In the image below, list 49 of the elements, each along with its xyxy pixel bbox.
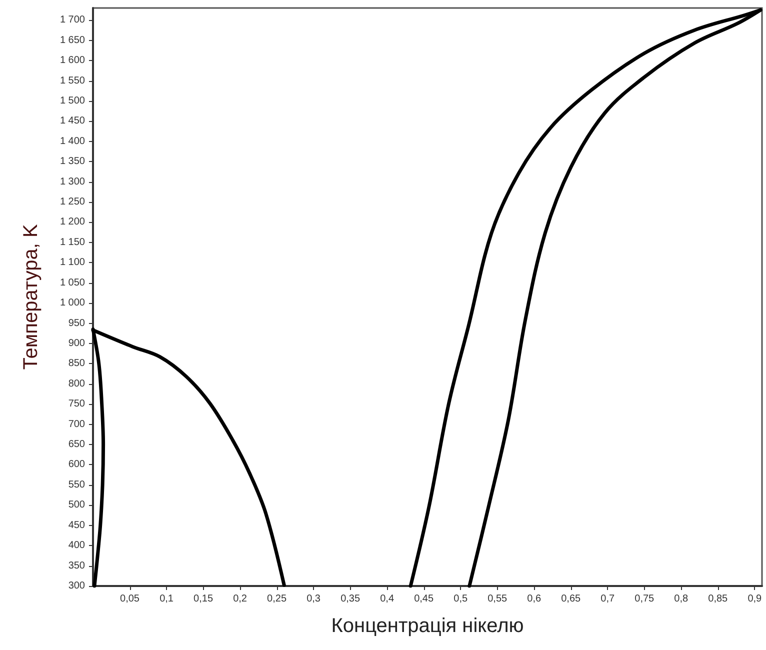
y-tick-label: 500 [68,500,86,511]
y-axis-title: Температура, K [20,224,42,370]
y-tick-label: 800 [68,378,86,390]
y-tick-label: 1 250 [60,196,86,208]
y-tick-label: 600 [68,459,86,470]
x-tick-label: 0,25 [267,594,287,604]
x-tick-label: 0,3 [306,594,321,604]
x-tick-label: 0,75 [634,594,655,604]
x-tick-label: 0,8 [674,594,689,604]
y-tick-label: 1 350 [60,156,86,168]
y-tick-label: 950 [68,318,86,329]
y-tick-label: 700 [68,418,86,430]
x-tick-label: 0,45 [414,594,434,604]
y-tick-label: 1 500 [60,95,86,106]
x-tick-label: 0,5 [454,594,468,604]
y-tick-label: 1 100 [60,257,86,268]
y-tick-label: 1 650 [60,34,86,46]
y-tick-label: 1 000 [60,298,86,309]
y-tick-label: 1 300 [60,176,86,188]
x-tick-label: 0,35 [340,594,360,604]
x-tick-label: 0,1 [160,594,174,604]
y-tick-label: 400 [68,540,86,552]
y-tick-label: 550 [68,479,86,490]
x-tick-label: 0,15 [194,594,214,604]
y-tick-label: 650 [68,439,86,450]
y-tick-label: 450 [68,520,86,531]
y-tick-label: 850 [68,358,86,370]
y-tick-label: 1 600 [60,55,86,66]
y-tick-label: 1 700 [60,14,86,26]
x-tick-label: 0,6 [527,594,542,604]
y-tick-label: 1 200 [60,216,86,228]
x-tick-label: 0,55 [488,594,508,604]
x-tick-label: 0,05 [120,594,140,604]
x-tick-label: 0,65 [561,594,582,604]
y-tick-label: 750 [68,398,86,410]
y-tick-label: 350 [68,560,86,572]
x-tick-label: 0,2 [233,594,248,604]
y-tick-label: 1 150 [60,236,86,248]
y-tick-label: 1 400 [60,136,86,147]
y-tick-label: 1 550 [60,75,86,86]
x-tick-label: 0,7 [600,594,615,604]
x-tick-label: 0,4 [380,594,394,604]
y-tick-label: 300 [68,580,86,592]
x-tick-label: 0,9 [748,594,762,604]
y-tick-label: 900 [68,338,86,349]
y-tick-label: 1 450 [60,116,86,127]
x-axis-title: Концентрація нікелю [331,615,524,637]
y-tick-label: 1 050 [60,277,86,288]
x-tick-label: 0,85 [708,594,728,604]
